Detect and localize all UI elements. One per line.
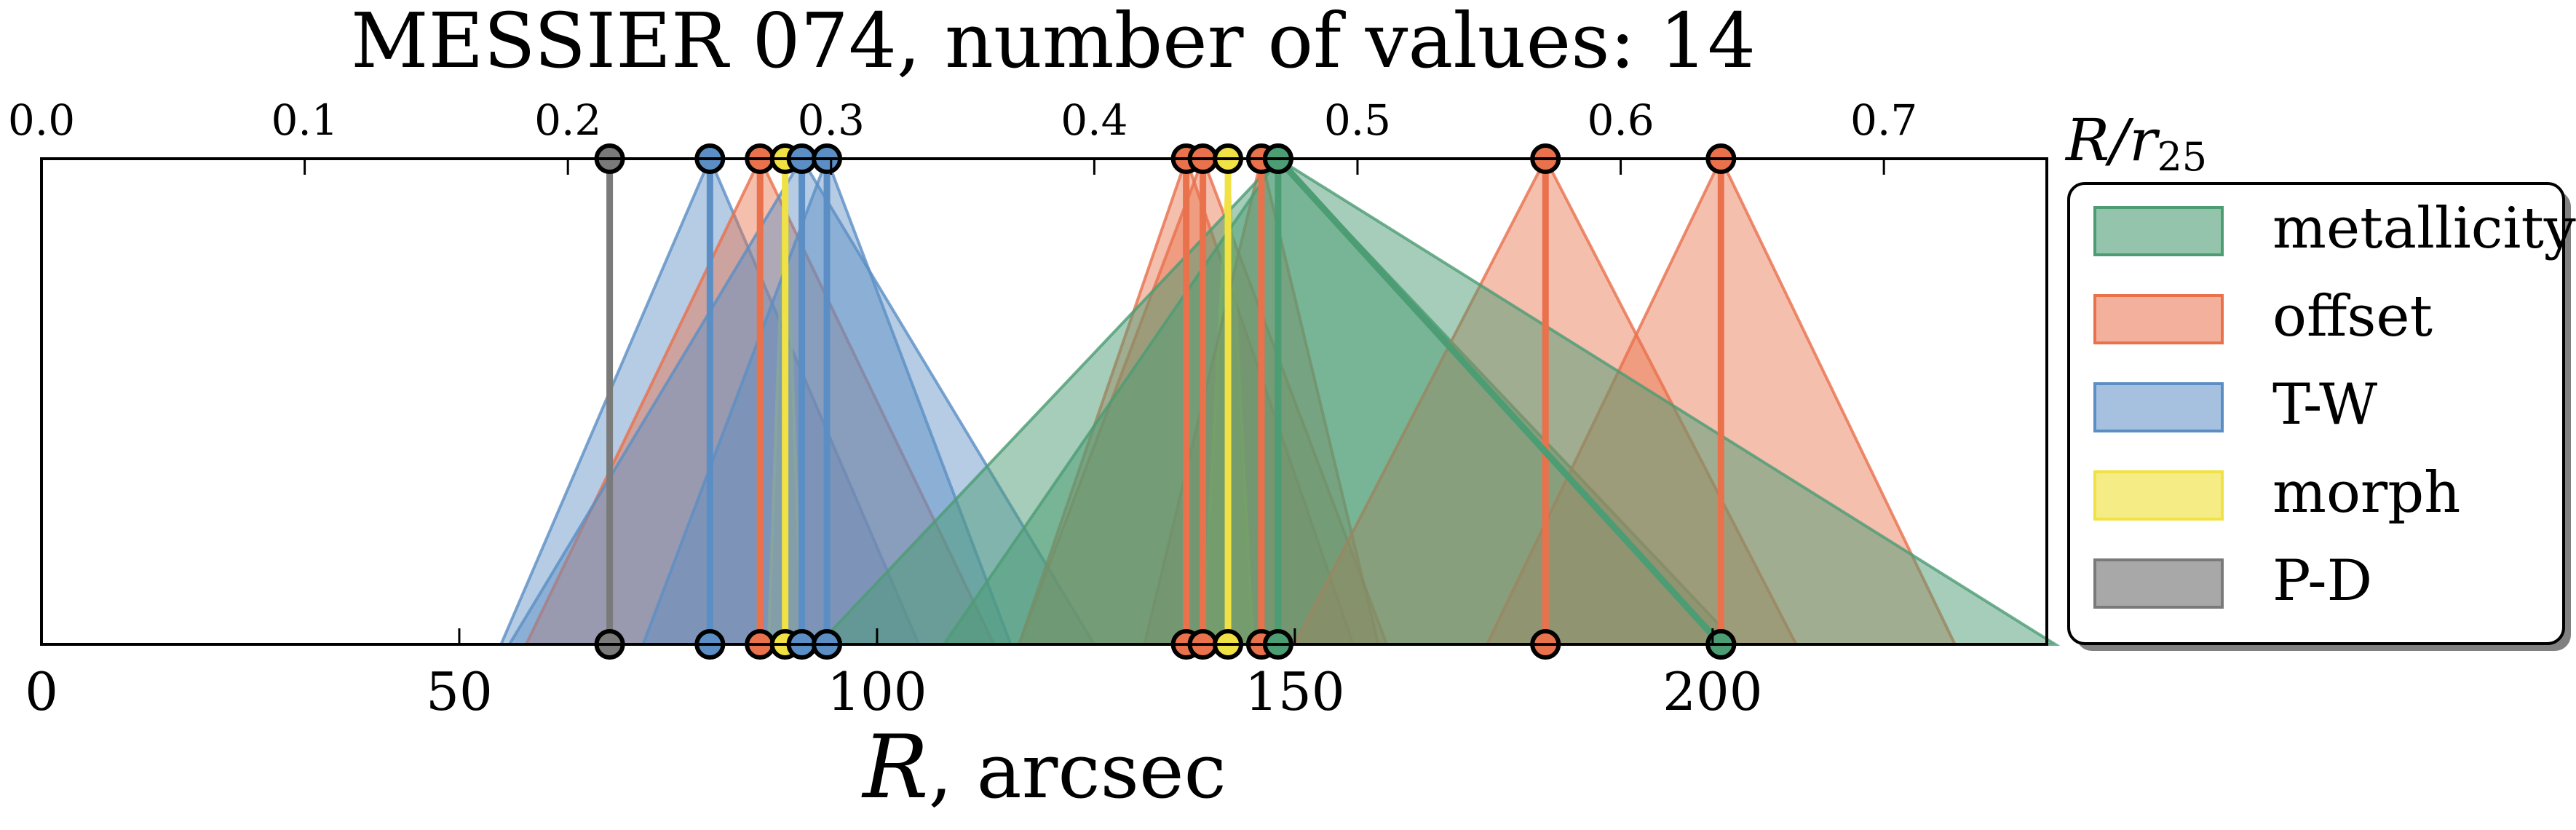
x-tick-label: 0: [25, 661, 58, 722]
top-axis-label-subscript: 25: [2157, 134, 2207, 180]
x-tick-label: 150: [1245, 661, 1344, 722]
bottom-axis: 0 50 100 150 200: [25, 628, 1763, 722]
top-tick-label: 0.7: [1850, 95, 1917, 145]
legend-label-offset: offset: [2272, 284, 2433, 349]
plot-frame: [40, 157, 2048, 646]
legend-swatch-offset: [2093, 294, 2224, 344]
x-tick-label: 100: [827, 661, 927, 722]
legend-label-T-W: T-W: [2272, 372, 2377, 438]
legend-swatch-morph: [2093, 470, 2224, 521]
x-tick-label: 200: [1662, 661, 1762, 722]
legend-label-metallicity: metallicity: [2272, 196, 2576, 261]
top-tick-label: 0.4: [1061, 95, 1128, 145]
chart-title: MESSIER 074, number of values: 14: [351, 0, 1756, 85]
plot-marks: [499, 143, 2061, 660]
x-axis-label-unit: , arcsec: [929, 727, 1226, 815]
top-axis-label: R/r25: [2064, 106, 2207, 180]
legend: metallicity offset T-W morph P-D: [2067, 182, 2576, 651]
legend-label-P-D: P-D: [2272, 548, 2372, 614]
legend-items: metallicity offset T-W morph P-D: [2093, 196, 2576, 614]
legend-swatch-P-D: [2093, 558, 2224, 609]
legend-swatch-T-W: [2093, 382, 2224, 432]
estimate-line-metallicity: [1275, 156, 1724, 647]
legend-label-morph: morph: [2272, 460, 2460, 526]
top-tick-label: 0.2: [534, 95, 601, 145]
top-axis-label-base: R/r: [2064, 106, 2160, 174]
x-axis-label-symbol: R: [861, 717, 928, 818]
top-tick-label: 0.1: [271, 95, 338, 145]
legend-swatch-metallicity: [2093, 206, 2224, 256]
x-axis-label: R, arcsec: [861, 717, 1226, 818]
top-tick-label: 0.5: [1324, 95, 1391, 145]
top-tick-label: 0.6: [1587, 95, 1654, 145]
top-tick-label: 0.0: [8, 95, 75, 145]
top-tick-label: 0.3: [798, 95, 865, 145]
top-axis: 0.0 0.1 0.2 0.3 0.4 0.5 0.6 0.7: [8, 95, 1917, 175]
x-tick-label: 50: [426, 661, 493, 722]
